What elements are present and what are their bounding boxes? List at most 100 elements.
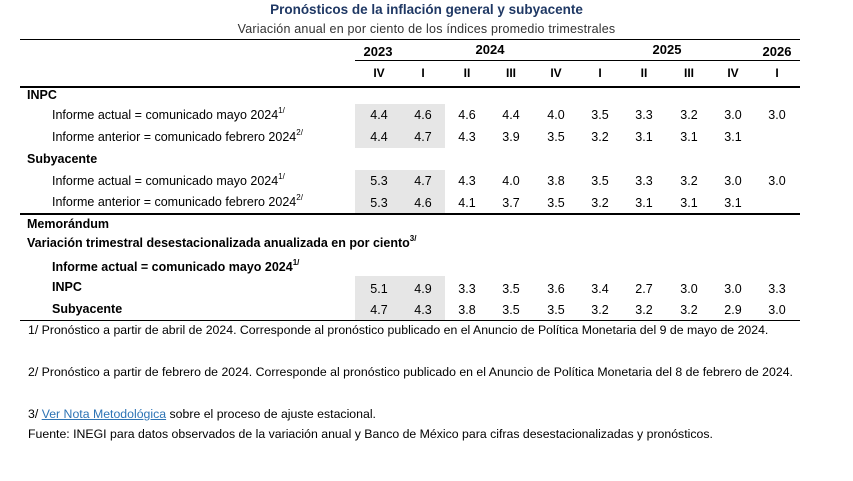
footnote-ref: 1/ [278,106,285,115]
section-memorandum: Memorándum [27,217,109,231]
table-cell: 4.7 [370,303,388,317]
table-cell: 3.2 [635,303,653,317]
table-cell: 4.7 [414,130,432,144]
footnote-ref: 2/ [296,128,303,137]
table-cell: 3.1 [635,130,653,144]
table-cell: 3.9 [502,130,520,144]
table-cell: 3.0 [724,174,742,188]
header-rule [20,86,800,88]
footnote-ref: 1/ [292,258,300,267]
table-cell: 4.4 [370,130,388,144]
table-cell: 3.7 [502,196,520,210]
quarter-header: III [505,66,516,80]
row-label-inpc-anterior: Informe anterior = comunicado febrero 20… [52,128,303,144]
title-rule [20,39,800,40]
table-cell: 3.0 [768,303,786,317]
table-bottom-rule [20,320,800,321]
memorandum-rule [20,213,800,215]
footnote-ref: 3/ [409,234,417,243]
quarter-header: I [421,66,425,80]
table-cell: 4.3 [458,130,476,144]
table-cell: 3.1 [680,130,698,144]
footnote-2: 2/ Pronóstico a partir de febrero de 202… [28,365,793,379]
table-cell: 3.1 [724,130,742,144]
year-2025: 2025 [652,42,682,57]
table-cell: 5.3 [370,196,388,210]
quarter-header: II [640,66,648,80]
table-cell: 3.2 [591,196,609,210]
section-inpc: INPC [27,88,57,102]
quarter-header: IV [373,66,385,80]
table-cell: 3.2 [591,130,609,144]
quarter-header: IV [727,66,739,80]
table-cell: 3.2 [591,303,609,317]
footnote-ref: 2/ [296,193,303,202]
footnote-3: 3/ Ver Nota Metodológica sobre el proces… [28,404,798,424]
table-cell: 3.0 [768,174,786,188]
table-cell: 3.3 [458,282,476,296]
table-cell: 4.0 [502,174,520,188]
table-cell: 5.1 [370,282,388,296]
table-cell: 4.7 [414,174,432,188]
section-subyacente: Subyacente [27,152,98,166]
quarter-header: IV [550,66,562,80]
row-label-sub-actual: Informe actual = comunicado mayo 20241/ [52,172,285,188]
table-cell: 3.2 [680,174,698,188]
footnote-3-prefix: 3/ [28,407,42,421]
memo-informe-actual: Informe actual = comunicado mayo 20241/ [52,258,300,274]
table-cell: 3.2 [680,303,698,317]
nota-metodologica-link[interactable]: Ver Nota Metodológica [41,407,167,421]
table-title: Pronósticos de la inflación general y su… [270,2,583,17]
year-2023: 2023 [363,44,393,59]
row-label-memo-inpc: INPC [52,280,82,294]
quarter-header: II [463,66,471,80]
label-text: Informe anterior = comunicado febrero 20… [52,195,297,209]
table-cell: 4.4 [370,108,388,122]
table-cell: 3.0 [724,108,742,122]
table-cell: 3.8 [547,174,565,188]
label-text: Informe actual = comunicado mayo 2024 [52,174,279,188]
table-cell: 3.1 [724,196,742,210]
footnote-1: 1/ Pronóstico a partir de abril de 2024.… [28,323,769,337]
table-cell: 4.3 [414,303,432,317]
table-cell: 4.4 [502,108,520,122]
observed-shade-3 [355,276,445,320]
table-cell: 3.5 [547,130,565,144]
table-cell: 4.6 [414,108,432,122]
year-2026: 2026 [762,44,792,59]
table-cell: 3.0 [680,282,698,296]
table-cell: 2.9 [724,303,742,317]
year-2024: 2024 [475,42,505,57]
observed-shade-1 [355,104,445,148]
source-note: Fuente: INEGI para datos observados de l… [28,427,713,441]
table-cell: 3.1 [680,196,698,210]
label-text: Informe actual = comunicado mayo 2024 [52,108,279,122]
table-cell: 3.0 [724,282,742,296]
table-cell: 3.2 [680,108,698,122]
table-cell: 3.5 [591,108,609,122]
table-cell: 3.5 [502,282,520,296]
footnote-3-suffix: sobre el proceso de ajuste estacional. [166,407,376,421]
table-cell: 2.7 [635,282,653,296]
year-divider [355,60,800,61]
observed-shade-2 [355,170,445,214]
table-cell: 3.6 [547,282,565,296]
table-cell: 4.0 [547,108,565,122]
memo-title-text: Variación trimestral desestacionalizada … [27,236,410,250]
table-cell: 3.5 [547,196,565,210]
row-label-inpc-actual: Informe actual = comunicado mayo 20241/ [52,106,285,122]
row-label-memo-sub: Subyacente [52,302,123,316]
table-cell: 4.3 [458,174,476,188]
label-text: Informe anterior = comunicado febrero 20… [52,130,297,144]
label-text: Informe actual = comunicado mayo 2024 [52,260,293,274]
table-cell: 3.8 [458,303,476,317]
quarter-header: III [683,66,694,80]
table-cell: 5.3 [370,174,388,188]
table-cell: 3.1 [635,196,653,210]
table-cell: 4.6 [414,196,432,210]
table-cell: 3.3 [635,108,653,122]
table-cell: 3.3 [768,282,786,296]
table-cell: 4.6 [458,108,476,122]
table-cell: 3.5 [502,303,520,317]
quarter-header: I [775,66,779,80]
